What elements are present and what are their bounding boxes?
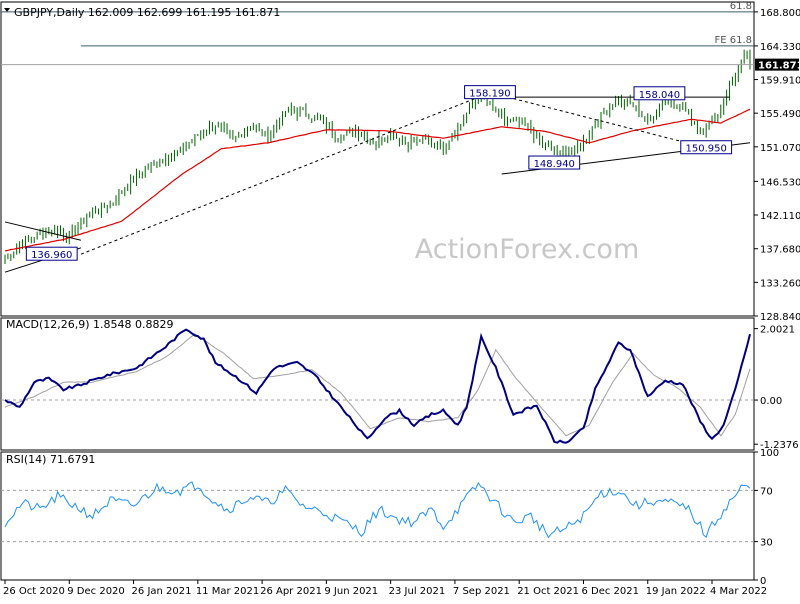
watermark: ActionForex.com: [415, 234, 640, 265]
dashed-trendline: [80, 92, 491, 255]
annotation-text: 148.940: [534, 159, 575, 170]
annotation-box: [464, 85, 516, 100]
price-annotation: 148.940: [528, 155, 581, 170]
rsi-y-tick-label: 30: [760, 538, 773, 549]
macd-title: MACD(12,26,9) 1.8548 0.8829: [6, 318, 174, 331]
x-tick-label: 23 Jul 2021: [389, 586, 446, 597]
x-tick-label: 4 Mar 2022: [710, 586, 767, 597]
annotation-box: [528, 155, 581, 170]
macd-signal-line: [4, 333, 751, 437]
price-y-tick-label: 133.260: [760, 278, 800, 289]
rsi-y-tick-label: 70: [760, 486, 773, 497]
price-y-tick-label: 159.910: [760, 76, 800, 87]
rsi-y-tick-label: 100: [760, 448, 779, 459]
macd-y-tick-label: -1.2376: [760, 440, 799, 451]
trendline: [4, 221, 82, 241]
x-tick-label: 26 Jan 2021: [132, 586, 192, 597]
price-annotation: 136.960: [25, 246, 78, 261]
price-y-tick-label: 137.680: [760, 245, 800, 256]
dashed-trendline: [489, 92, 707, 149]
level-label: FE 61.8: [714, 35, 752, 46]
macd-frame: [0, 317, 755, 451]
annotation-box: [680, 140, 733, 155]
x-tick-label: 9 Jun 2021: [324, 586, 378, 597]
price-annotation: 158.190: [464, 85, 516, 100]
dropdown-triangle-icon: [4, 8, 10, 12]
x-tick-label: 26 Oct 2020: [3, 586, 65, 597]
price-y-tick-label: 155.490: [760, 109, 800, 120]
x-tick-label: 11 Mar 2021: [196, 586, 259, 597]
macd-y-tick-label: 2.0021: [760, 325, 795, 336]
price-y-tick-label: 164.330: [760, 42, 800, 53]
moving-average-line: [4, 108, 751, 252]
price-annotation: 158.040: [633, 86, 686, 101]
annotation-box: [25, 246, 78, 261]
panel-frames: [0, 1, 755, 581]
price-title: GBPJPY,Daily 162.009 162.699 161.195 161…: [14, 6, 280, 19]
price-frame: [0, 1, 755, 317]
rsi-frame: [0, 451, 755, 581]
last-price-marker: [755, 58, 799, 71]
macd-line: [4, 328, 751, 444]
price-y-tick-label: 128.840: [760, 312, 800, 323]
x-tick-label: 21 Oct 2021: [517, 586, 579, 597]
x-tick-label: 19 Jan 2022: [646, 586, 706, 597]
x-tick-label: 7 Sep 2021: [453, 586, 510, 597]
rsi-y-tick-label: 0: [760, 576, 766, 587]
annotation-text: 158.040: [639, 90, 680, 101]
x-tick-label: 26 Apr 2021: [260, 586, 322, 597]
rsi-title: RSI(14) 71.6791: [6, 453, 95, 466]
annotation-text: 158.190: [469, 89, 510, 100]
annotation-box: [633, 86, 686, 101]
price-y-tick-label: 151.070: [760, 143, 800, 154]
price-y-tick-label: 168.800: [760, 8, 800, 19]
annotation-text: 150.950: [685, 144, 726, 155]
price-y-tick-label: 142.110: [760, 211, 800, 222]
axes: 168.800 164.330 159.910 155.490 151.070 146.5…: [3, 8, 800, 597]
x-tick-label: 6 Dec 2021: [581, 586, 639, 597]
annotation-text: 136.960: [31, 250, 72, 261]
rsi-panel: [1, 481, 754, 543]
price-panel: 61.8 FE 61.8 158.190 158.040 148.940 150.950 1…: [1, 1, 754, 273]
macd-y-tick-label: 0.00: [760, 396, 782, 407]
price-annotation: 150.950: [680, 140, 733, 155]
last-price-label: 161.871: [758, 61, 800, 72]
rsi-line: [4, 481, 751, 539]
price-y-tick-label: 146.530: [760, 177, 800, 188]
macd-panel: [1, 328, 754, 444]
level-label: 61.8: [730, 1, 752, 12]
x-tick-label: 9 Dec 2020: [67, 586, 125, 597]
